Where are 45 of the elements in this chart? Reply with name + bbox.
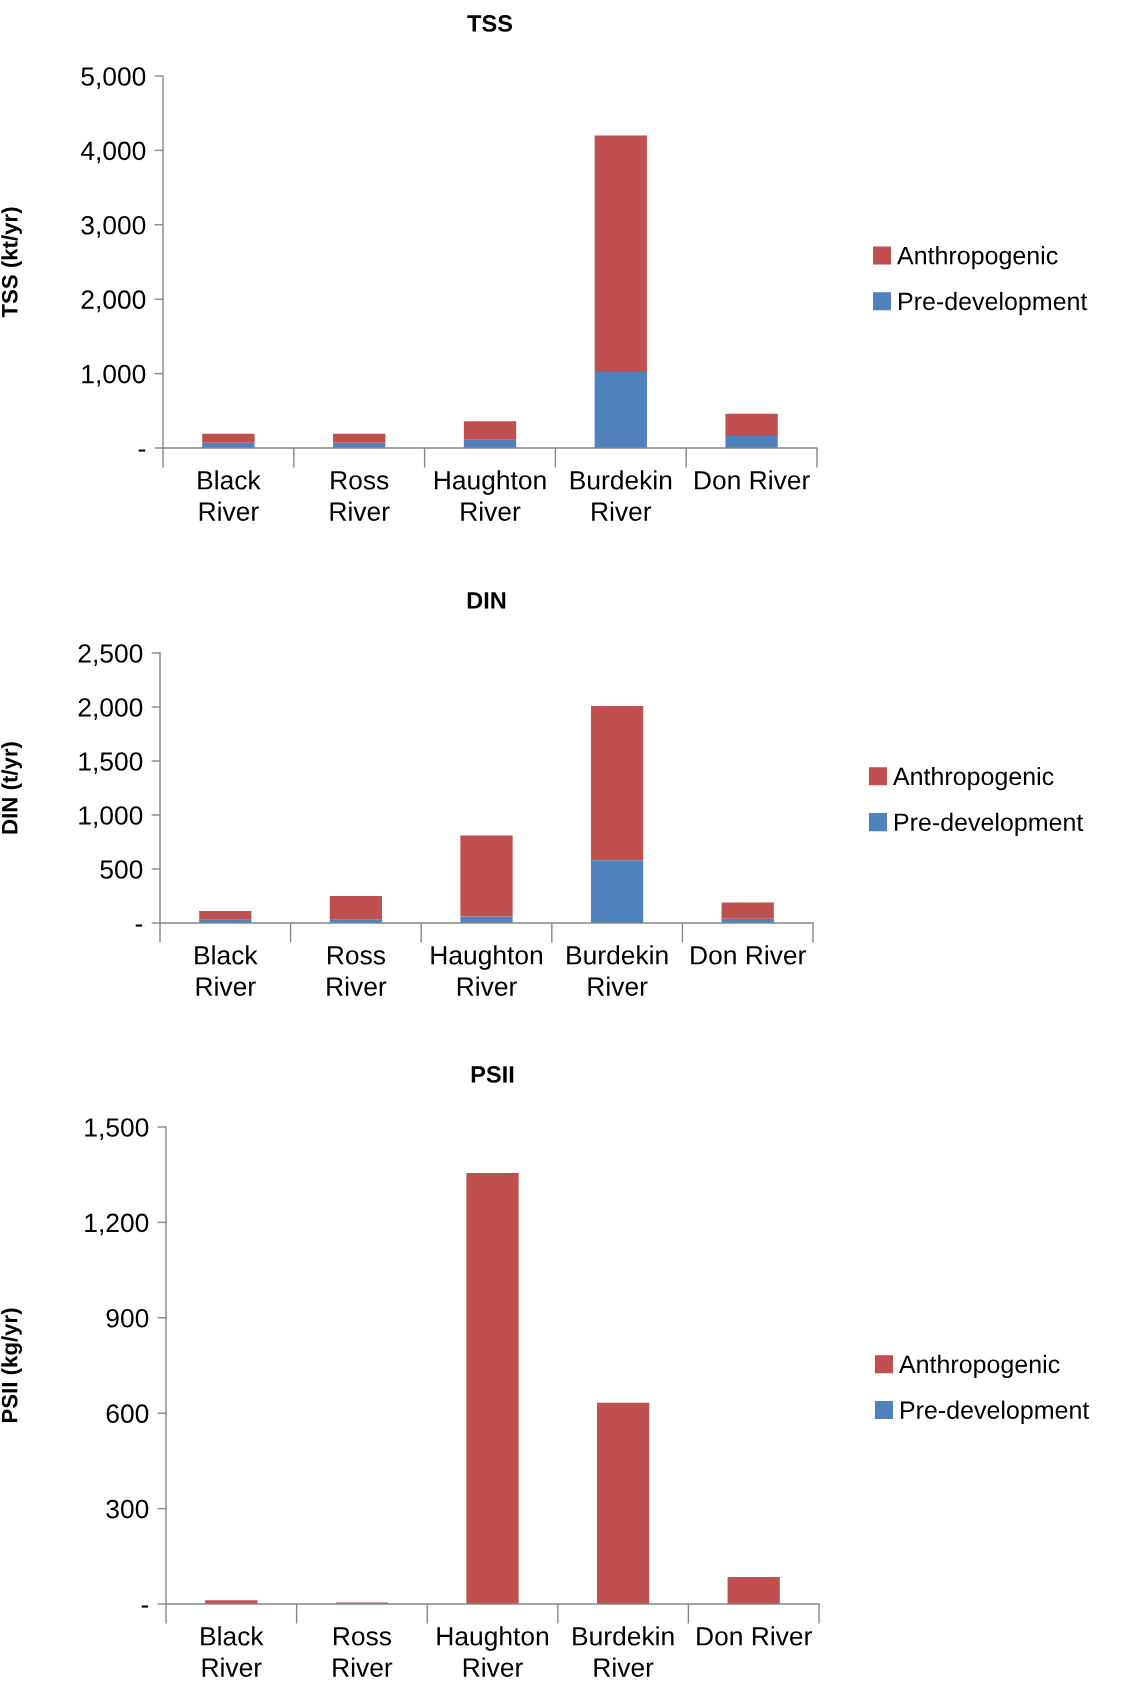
y-tick-label: 3,000 [81,215,146,238]
y-tick-label: 2,500 [78,644,143,666]
x-tick-label: Ross River [330,471,390,521]
y-tick-label: 1,000 [82,364,146,387]
y-tick-label: 5,000 [81,67,146,89]
legend-label: Pre-development [899,291,1088,316]
y-tick-label: - [135,924,143,927]
legend-label: Pre-development [901,1400,1090,1424]
x-tick-label: Don River [691,945,806,965]
y-tick-label: 4,000 [80,141,146,164]
chart-title: DIN [467,592,506,609]
legend-label: Anthropogenic [899,1354,1060,1379]
y-tick-label: 300 [106,1499,149,1519]
y-tick-label: 2,000 [78,698,143,720]
chart-title: PSII [471,1066,514,1083]
x-tick-label: Black River [198,470,261,521]
y-tick-label: 1,500 [85,1118,149,1140]
y-tick-label: 900 [106,1308,149,1328]
y-tick-label: - [141,1605,149,1608]
x-tick-label: Don River [695,470,810,490]
x-tick-label: Haughton River [437,1626,549,1677]
legend-label: Anthropogenic [893,766,1054,791]
y-tick-label: 600 [106,1404,149,1424]
x-tick-label: Ross River [327,946,387,996]
y-axis-title: DIN (t/yr) [1,742,22,834]
x-tick-label: Black River [195,945,258,996]
x-tick-label: Black River [201,1626,264,1677]
x-tick-label: Burdekin River [570,470,672,521]
x-tick-label: Haughton River [434,470,546,521]
legend-label: Anthropogenic [897,246,1058,270]
x-tick-label: Haughton River [431,945,543,996]
x-tick-label: Burdekin River [567,945,668,996]
legend-label: Pre-development [895,812,1084,837]
y-tick-label: 1,500 [79,752,143,774]
y-tick-label: 1,000 [79,806,143,828]
y-axis-title: TSS (kt/yr) [1,207,22,318]
chart-title: TSS [467,15,513,32]
x-tick-label: Don River [697,1626,812,1646]
y-tick-label: 2,000 [81,290,146,313]
y-tick-label: - [138,449,146,452]
y-tick-label: 1,200 [85,1213,149,1236]
x-tick-label: Ross River [333,1627,393,1677]
x-tick-label: Burdekin River [573,1626,674,1677]
y-axis-title: PSII (kg/yr) [1,1308,22,1423]
y-tick-label: 500 [100,860,143,879]
